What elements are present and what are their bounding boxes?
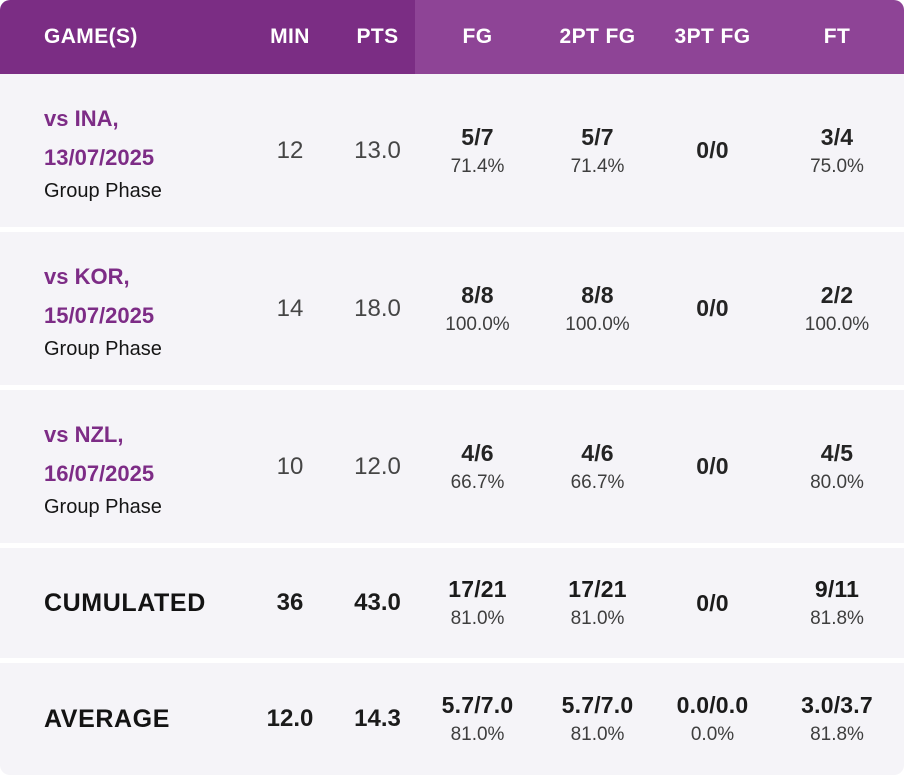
- average-row: AVERAGE 12.0 14.3 5.7/7.0 81.0% 5.7/7.0 …: [0, 663, 904, 775]
- game-opponent: vs INA,: [44, 105, 119, 131]
- 2pt-fg-cell: 4/6 66.7%: [540, 440, 655, 494]
- column-header-2pt-fg: 2PT FG: [559, 25, 636, 48]
- 3pt-fg-made: 0/0: [696, 589, 729, 616]
- game-opponent: vs NZL,: [44, 421, 124, 447]
- column-header-min: MIN: [270, 25, 310, 48]
- ft-made: 2/2: [820, 281, 854, 308]
- fg-cell: 5/7 71.4%: [415, 124, 540, 178]
- column-header-games: GAME(S): [44, 25, 138, 48]
- 2pt-fg-pct: 71.4%: [570, 155, 625, 177]
- pts-cell: 13.0: [354, 136, 401, 164]
- fg-made: 5/7: [461, 123, 494, 150]
- average-label: AVERAGE: [44, 704, 170, 733]
- game-link[interactable]: vs INA, 13/07/2025: [44, 99, 240, 177]
- 3pt-fg-cell: 0/0: [655, 295, 770, 322]
- 3pt-fg-pct: 0.0%: [690, 724, 735, 745]
- 2pt-fg-cell: 8/8 100.0%: [540, 282, 655, 336]
- game-phase: Group Phase: [44, 337, 162, 360]
- ft-pct: 75.0%: [810, 155, 864, 177]
- game-date: 15/07/2025: [44, 302, 155, 328]
- fg-cell: 8/8 100.0%: [415, 282, 540, 336]
- 2pt-fg-made: 5/7: [581, 123, 614, 150]
- 3pt-fg-made: 0/0: [696, 137, 729, 163]
- min-cell: 36: [276, 589, 304, 616]
- game-date: 16/07/2025: [44, 460, 155, 486]
- game-phase: Group Phase: [44, 495, 162, 518]
- 2pt-fg-made: 8/8: [581, 281, 614, 308]
- ft-made: 3/4: [820, 123, 854, 150]
- fg-cell: 4/6 66.7%: [415, 440, 540, 494]
- 2pt-fg-made: 4/6: [581, 439, 614, 466]
- game-cell: vs INA, 13/07/2025 Group Phase: [0, 99, 240, 203]
- ft-made: 3.0/3.7: [801, 692, 873, 718]
- pts-cell: 12.0: [354, 452, 401, 480]
- ft-made: 9/11: [814, 576, 860, 602]
- 2pt-fg-pct: 66.7%: [570, 471, 625, 493]
- 2pt-fg-pct: 81.0%: [570, 608, 625, 629]
- 3pt-fg-made: 0/0: [696, 453, 729, 479]
- 2pt-fg-pct: 100.0%: [565, 313, 630, 335]
- fg-made: 8/8: [461, 281, 494, 308]
- column-header-pts: PTS: [356, 25, 399, 48]
- fg-cell: 5.7/7.0 81.0%: [415, 692, 540, 746]
- 2pt-fg-made: 17/21: [568, 576, 627, 602]
- min-cell: 14: [276, 294, 304, 322]
- column-header-fg: FG: [462, 25, 493, 48]
- ft-pct: 81.8%: [810, 724, 864, 745]
- ft-cell: 9/11 81.8%: [770, 576, 904, 630]
- min-cell: 10: [276, 452, 304, 480]
- 3pt-fg-cell: 0.0/0.0 0.0%: [655, 692, 770, 746]
- fg-pct: 81.0%: [450, 724, 505, 745]
- ft-cell: 3.0/3.7 81.8%: [770, 692, 904, 746]
- game-date: 13/07/2025: [44, 144, 155, 170]
- column-header-3pt-fg: 3PT FG: [674, 25, 751, 48]
- table-row: vs KOR, 15/07/2025 Group Phase 14 18.0 8…: [0, 232, 904, 390]
- game-cell: vs KOR, 15/07/2025 Group Phase: [0, 257, 240, 361]
- ft-made: 4/5: [820, 439, 854, 466]
- min-cell: 12: [276, 136, 304, 164]
- ft-cell: 2/2 100.0%: [770, 282, 904, 336]
- fg-made: 4/6: [461, 439, 494, 466]
- table-header-row: GAME(S) MIN PTS FG 2PT FG 3PT FG FT: [0, 0, 904, 74]
- 2pt-fg-made: 5.7/7.0: [561, 692, 634, 718]
- table-row: vs INA, 13/07/2025 Group Phase 12 13.0 5…: [0, 74, 904, 232]
- game-phase: Group Phase: [44, 179, 162, 202]
- 3pt-fg-made: 0.0/0.0: [676, 692, 749, 718]
- 2pt-fg-cell: 5.7/7.0 81.0%: [540, 692, 655, 746]
- table-row: vs NZL, 16/07/2025 Group Phase 10 12.0 4…: [0, 390, 904, 548]
- pts-cell: 18.0: [354, 294, 401, 322]
- pts-cell: 14.3: [354, 705, 401, 732]
- cumulated-row: CUMULATED 36 43.0 17/21 81.0% 17/21 81.0…: [0, 548, 904, 663]
- ft-pct: 80.0%: [810, 471, 864, 493]
- 2pt-fg-pct: 81.0%: [570, 724, 625, 745]
- cumulated-label: CUMULATED: [44, 588, 206, 617]
- game-opponent: vs KOR,: [44, 263, 130, 289]
- 3pt-fg-cell: 0/0: [655, 453, 770, 480]
- ft-pct: 81.8%: [810, 608, 864, 629]
- ft-cell: 4/5 80.0%: [770, 440, 904, 494]
- ft-cell: 3/4 75.0%: [770, 124, 904, 178]
- game-cell: vs NZL, 16/07/2025 Group Phase: [0, 415, 240, 519]
- game-link[interactable]: vs NZL, 16/07/2025: [44, 415, 240, 493]
- game-link[interactable]: vs KOR, 15/07/2025: [44, 257, 240, 335]
- 3pt-fg-cell: 0/0: [655, 137, 770, 164]
- 3pt-fg-made: 0/0: [696, 295, 729, 321]
- min-cell: 12.0: [266, 705, 314, 732]
- fg-pct: 71.4%: [450, 155, 505, 177]
- 2pt-fg-cell: 17/21 81.0%: [540, 576, 655, 630]
- fg-pct: 81.0%: [450, 608, 505, 629]
- 2pt-fg-cell: 5/7 71.4%: [540, 124, 655, 178]
- fg-made: 17/21: [448, 576, 507, 602]
- fg-cell: 17/21 81.0%: [415, 576, 540, 630]
- column-header-ft: FT: [823, 25, 851, 48]
- fg-made: 5.7/7.0: [441, 692, 514, 718]
- ft-pct: 100.0%: [804, 313, 870, 335]
- pts-cell: 43.0: [354, 589, 401, 616]
- 3pt-fg-cell: 0/0: [655, 590, 770, 617]
- fg-pct: 66.7%: [450, 471, 505, 493]
- fg-pct: 100.0%: [445, 313, 510, 335]
